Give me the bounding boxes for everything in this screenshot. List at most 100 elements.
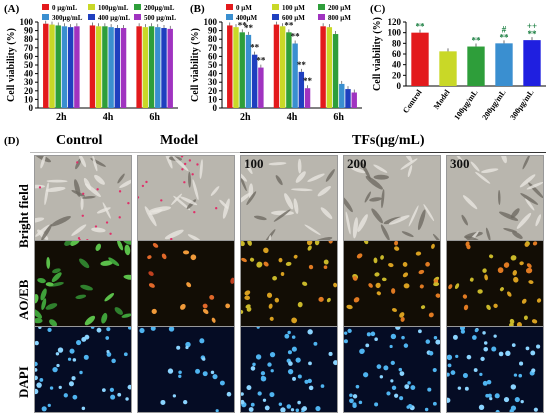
- bar-1-5: [304, 88, 311, 108]
- significance-mark: **: [500, 32, 510, 42]
- concentration-label-200: 200: [347, 156, 367, 171]
- significance-mark: **: [284, 20, 294, 30]
- bar-0: [411, 32, 429, 86]
- micrograph-aoeb-0: [34, 240, 132, 327]
- legend-swatch-3: [42, 14, 49, 20]
- bar-4: [523, 40, 541, 86]
- y-tick-label: 40: [24, 69, 34, 79]
- micrograph-image: [35, 156, 131, 241]
- micrograph-image: [447, 156, 543, 241]
- y-axis-label: Cell viability (%): [190, 28, 201, 102]
- micrograph-image: [344, 156, 440, 241]
- y-tick-label: 100: [20, 17, 34, 27]
- y-tick-label: 100: [204, 17, 218, 27]
- legend-label-5: 500 μg/mL: [144, 14, 176, 22]
- micrograph-dapi-4: [446, 326, 544, 413]
- legend-label-3: 400μM: [236, 14, 257, 22]
- micrograph-image: [241, 327, 337, 412]
- legend-swatch-0: [226, 4, 233, 10]
- legend-label-4: 400 μg/mL: [98, 14, 130, 22]
- micrograph-bright-0: [34, 155, 132, 242]
- bar-0-1: [49, 24, 55, 108]
- bar-0-1: [233, 27, 239, 108]
- legend-swatch-0: [42, 4, 49, 10]
- micrograph-aoeb-3: [343, 240, 441, 327]
- bar-1-5: [120, 28, 127, 108]
- bar-2-5: [351, 92, 357, 108]
- group-underline: [240, 152, 546, 153]
- micrograph-image: [447, 241, 543, 326]
- panel-label-b: (B): [190, 3, 205, 15]
- micrograph-bright-2: 100: [240, 155, 338, 242]
- bar-1-1: [95, 26, 102, 108]
- bar-2-0: [136, 26, 142, 108]
- micrograph-image: [344, 241, 440, 326]
- bar-0-5: [74, 26, 80, 108]
- micrograph-image: [344, 327, 440, 412]
- x-tick-label: 2h: [56, 112, 67, 123]
- y-tick-label: 50: [24, 60, 34, 70]
- row-label-dapi: DAPI: [16, 366, 31, 398]
- concentration-label-100: 100: [244, 156, 264, 171]
- bar-1-1: [279, 26, 286, 108]
- bar-2-4: [345, 89, 351, 108]
- significance-mark: **: [303, 76, 313, 86]
- y-tick-label: 80: [208, 34, 218, 44]
- x-tick-label: Model: [432, 87, 452, 111]
- legend-swatch-5: [318, 14, 325, 20]
- bar-0-4: [251, 54, 258, 108]
- micrograph-dapi-3: [343, 326, 441, 413]
- bar-2-2: [332, 34, 339, 108]
- bar-1: [439, 51, 457, 86]
- x-tick-label: 100μg/mL: [452, 88, 479, 122]
- micrograph-dapi-0: [34, 326, 132, 413]
- significance-mark: **: [297, 60, 307, 70]
- legend-label-1: 100μg/mL: [98, 4, 129, 12]
- legend-swatch-5: [134, 14, 141, 20]
- group-header-tfs: TFs(μg/mL): [352, 133, 425, 148]
- x-tick-label: 300μg/mL: [508, 88, 535, 122]
- micrograph-image: [35, 241, 131, 326]
- bar-2-2: [148, 26, 155, 108]
- y-tick-label: 10: [24, 94, 34, 104]
- y-tick-label: 20: [392, 70, 402, 80]
- micrograph-aoeb-1: [137, 240, 235, 327]
- bar-1-0: [273, 24, 280, 108]
- bar-2-1: [326, 27, 333, 108]
- bar-2-1: [142, 27, 149, 108]
- y-tick-label: 70: [208, 43, 218, 53]
- bar-1-3: [108, 27, 114, 108]
- bar-3: [495, 43, 513, 86]
- header-rule: [30, 152, 240, 153]
- x-tick-label: 6h: [333, 112, 344, 123]
- x-tick-label: 4h: [103, 112, 114, 123]
- bar-2-3: [339, 83, 345, 108]
- bar-0-2: [239, 32, 245, 108]
- panel-label-d: (D): [4, 135, 20, 147]
- y-axis-label: Cell viability (%): [372, 17, 383, 91]
- y-tick-label: 90: [208, 26, 218, 36]
- x-tick-label: 200μg/mL: [480, 88, 507, 122]
- micrograph-bright-1: [137, 155, 235, 242]
- significance-mark: **: [472, 36, 482, 46]
- legend-label-0: 0 μg/mL: [52, 4, 77, 12]
- concentration-label-300: 300: [450, 156, 470, 171]
- legend-swatch-2: [318, 4, 325, 10]
- y-axis-label: Cell viability (%): [6, 28, 17, 102]
- significance-mark: **: [416, 22, 426, 32]
- column-header-model: Model: [160, 133, 199, 148]
- y-tick-label: 30: [208, 77, 218, 87]
- legend-label-2: 200μg/mL: [144, 4, 175, 12]
- y-tick-label: 60: [208, 51, 218, 61]
- column-header-control: Control: [56, 133, 103, 148]
- legend-swatch-1: [88, 4, 95, 10]
- y-tick-label: 20: [24, 86, 34, 96]
- micrograph-image: [447, 327, 543, 412]
- legend-label-3: 300μg/mL: [52, 14, 83, 22]
- micrograph-aoeb-4: [446, 240, 544, 327]
- y-tick-label: 120: [388, 17, 402, 27]
- legend-label-5: 800 μM: [328, 14, 351, 22]
- micrograph-image: [138, 156, 234, 241]
